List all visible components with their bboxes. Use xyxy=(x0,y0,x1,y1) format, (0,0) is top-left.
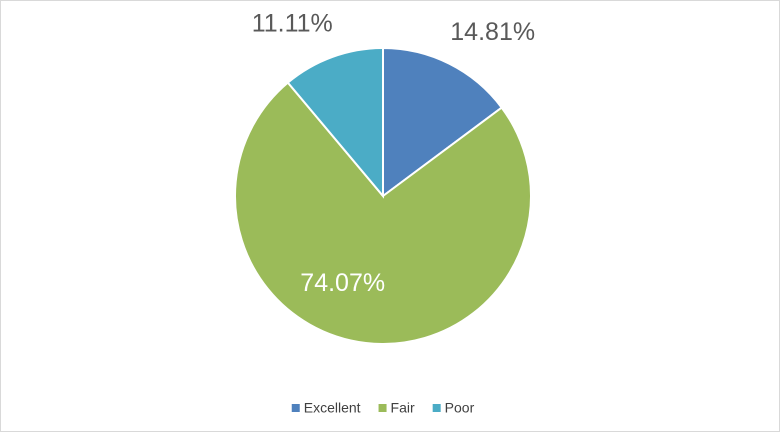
legend-label: Poor xyxy=(445,400,475,416)
legend: Excellent Fair Poor xyxy=(291,400,475,416)
legend-swatch xyxy=(291,404,300,412)
value-label: 14.81% xyxy=(450,18,535,46)
legend-swatch xyxy=(432,404,441,412)
legend-swatch xyxy=(378,404,387,412)
pie-slice xyxy=(234,81,532,345)
value-label: 11.11% xyxy=(252,10,333,38)
legend-label: Fair xyxy=(391,400,415,416)
pie-slice xyxy=(382,46,504,198)
legend-label: Excellent xyxy=(304,400,361,416)
pie-slice xyxy=(286,46,384,199)
value-label: 74.07% xyxy=(300,269,385,297)
